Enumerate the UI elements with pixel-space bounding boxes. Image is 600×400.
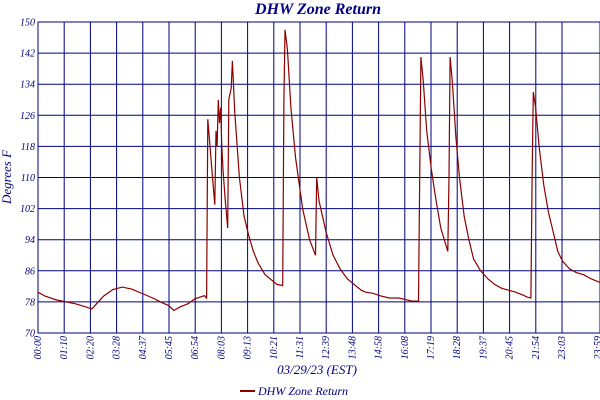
x-tick-label: 08:03	[216, 336, 227, 359]
legend: DHW Zone Return	[240, 384, 348, 398]
legend-label: DHW Zone Return	[257, 384, 348, 398]
x-tick-label: 17:19	[426, 336, 437, 359]
y-tick-label: 142	[20, 49, 35, 60]
x-tick-label: 13:48	[347, 336, 358, 359]
x-tick-label: 12:39	[321, 336, 332, 359]
series-line	[37, 29, 600, 312]
x-tick-label: 00:00	[33, 336, 44, 359]
y-tick-label: 102	[20, 204, 35, 215]
x-tick-label: 16:08	[400, 336, 411, 359]
x-tick-label: 06:54	[190, 336, 201, 359]
y-tick-label: 110	[21, 173, 35, 184]
x-tick-label: 02:20	[85, 336, 96, 359]
x-tick-label: 14:58	[374, 336, 385, 359]
x-tick-label: 10:21	[269, 336, 280, 359]
plot-frame	[37, 21, 600, 334]
y-tick-label: 78	[25, 297, 35, 308]
y-tick-label: 150	[20, 18, 35, 29]
y-tick-label: 134	[20, 80, 35, 91]
chart-title: DHW Zone Return	[254, 1, 381, 18]
x-tick-label: 23:59	[593, 336, 600, 359]
x-tick-label: 11:31	[295, 336, 306, 359]
y-axis-label: Degrees F	[0, 149, 14, 205]
x-tick-label: 21:54	[531, 336, 542, 359]
y-tick-label: 70	[25, 329, 35, 340]
x-axis-label: 03/29/23 (EST)	[277, 362, 357, 377]
x-axis: 00:00 01:10 02:20 03:28 04:37 05:45 06:54 08:03…	[33, 335, 600, 359]
x-tick-label: 04:37	[138, 335, 149, 359]
x-tick-label: 09:13	[243, 336, 254, 359]
x-tick-label: 05:45	[164, 336, 175, 359]
grid	[37, 21, 600, 334]
y-tick-label: 86	[25, 266, 35, 277]
x-tick-label: 19:37	[478, 335, 489, 359]
y-tick-label: 118	[21, 142, 35, 153]
y-tick-label: 126	[20, 111, 35, 122]
y-axis: 70 78 86 94 102 110 118 126 134 142 150	[20, 18, 35, 340]
x-tick-label: 23:03	[557, 336, 568, 359]
x-tick-label: 18:28	[452, 336, 463, 359]
x-tick-label: 20:45	[505, 336, 516, 359]
x-tick-label: 03:28	[112, 336, 123, 359]
x-tick-label: 01:10	[59, 336, 70, 359]
y-tick-label: 94	[25, 235, 35, 246]
